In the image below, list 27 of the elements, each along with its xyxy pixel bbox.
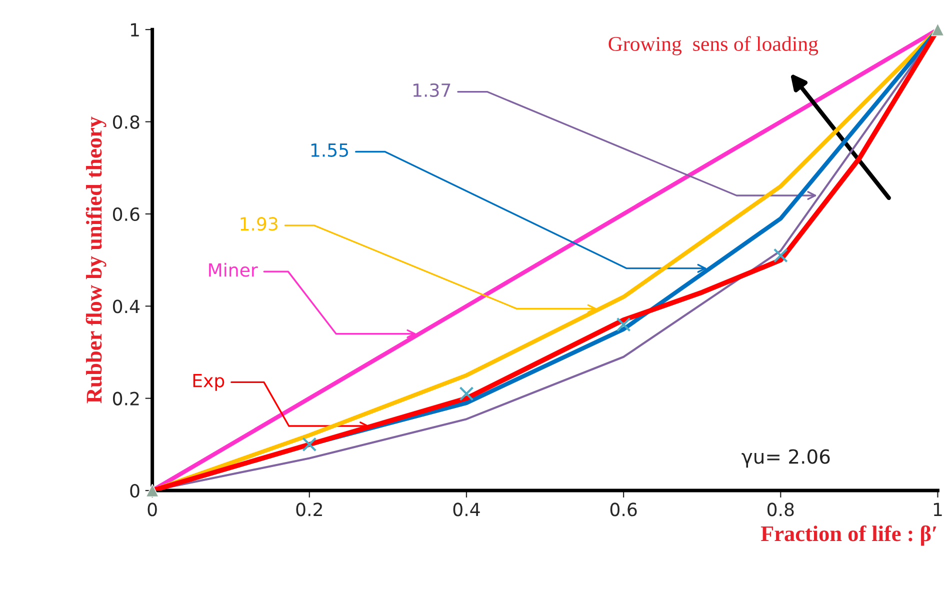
x-tick-label: 0.2 xyxy=(296,502,322,516)
text: Exp xyxy=(193,374,224,391)
point xyxy=(931,22,944,36)
x-tick-label: 0.4 xyxy=(453,502,480,516)
point xyxy=(616,317,631,332)
text: 1.93 xyxy=(240,217,278,231)
annotation: Growing sens of loading xyxy=(608,36,818,56)
point xyxy=(146,484,159,498)
text: Miner xyxy=(209,262,258,277)
point xyxy=(773,248,788,263)
x-axis-title: Fraction of life : β′ xyxy=(760,525,936,546)
y-tick-label: 0.2 xyxy=(112,392,139,406)
x-tick-label: 0 xyxy=(148,502,157,516)
annotation: γu= 2.06 xyxy=(742,449,830,468)
y-tick-label: 0.8 xyxy=(112,115,140,129)
x-tick-label: 0.6 xyxy=(610,502,637,516)
y-tick-label: 0.6 xyxy=(112,207,140,222)
y-tick-label: 0 xyxy=(130,484,140,498)
y-tick-label: 0.4 xyxy=(112,300,140,314)
y-axis-title: Rubber flow by unified theory xyxy=(86,116,106,404)
text: 1.55 xyxy=(311,144,348,157)
point xyxy=(302,437,317,452)
text: 1.37 xyxy=(413,83,450,98)
x-tick-label: 1 xyxy=(934,502,942,516)
x-tick-label: 0.8 xyxy=(767,502,794,516)
point xyxy=(459,386,474,401)
y-tick-label: 1 xyxy=(131,23,139,36)
